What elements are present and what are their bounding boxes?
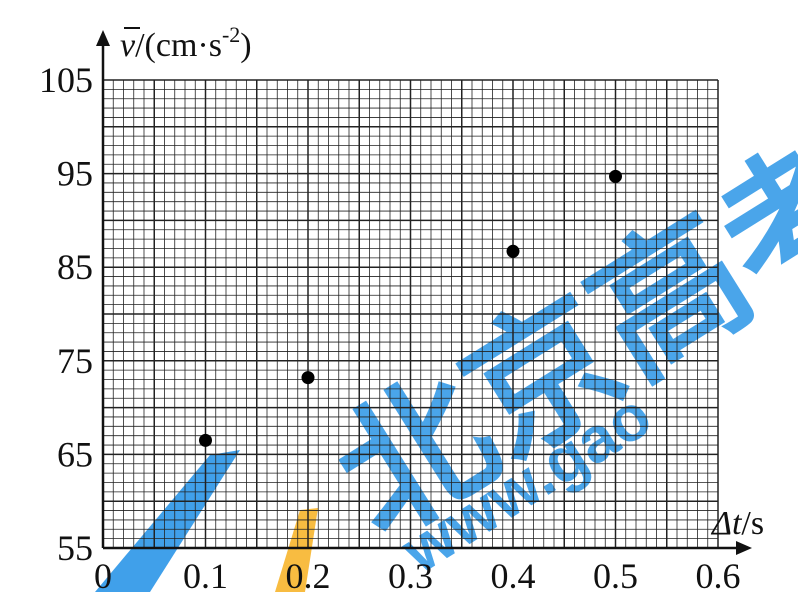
y-axis-unit: /(cm·s: [135, 27, 222, 64]
watermark-swoosh: [95, 450, 240, 592]
y-axis-arrow: [96, 30, 110, 46]
tick-labels: 0 0.1 0.2 0.3 0.4 0.5 0.6 55 65 75 85 95 105: [39, 60, 741, 592]
y-axis-unit-exponent: -2: [222, 22, 240, 47]
x-tick-label: 0: [94, 556, 112, 592]
y-tick-label: 85: [57, 247, 93, 287]
x-tick-label: 0.5: [593, 556, 638, 592]
data-point: [609, 169, 622, 183]
y-tick-label: 65: [57, 434, 93, 474]
y-tick-label: 95: [57, 154, 93, 194]
x-tick-label: 0.3: [388, 556, 433, 592]
chart-grid: [102, 79, 719, 549]
x-axis-unit: /s: [741, 505, 764, 542]
data-point: [301, 371, 315, 385]
y-axis-unit-close: ): [240, 27, 251, 64]
x-tick-label: 0.6: [696, 556, 741, 592]
x-tick-label: 0.1: [183, 556, 228, 592]
x-axis-arrow: [736, 541, 752, 555]
y-tick-label: 105: [39, 60, 93, 100]
x-axis-title: Δt/s: [710, 505, 764, 542]
y-axis-variable: v: [120, 27, 136, 64]
data-point: [506, 244, 520, 258]
y-tick-label: 55: [57, 528, 93, 568]
data-point: [199, 433, 212, 447]
data-points: [199, 169, 622, 447]
chart-axes: [96, 30, 752, 555]
x-tick-label: 0.2: [286, 556, 331, 592]
x-tick-label: 0.4: [491, 556, 536, 592]
x-axis-variable: Δt: [710, 505, 743, 542]
y-axis-title: v/(cm·s-2): [120, 22, 252, 64]
y-tick-label: 75: [57, 341, 93, 381]
